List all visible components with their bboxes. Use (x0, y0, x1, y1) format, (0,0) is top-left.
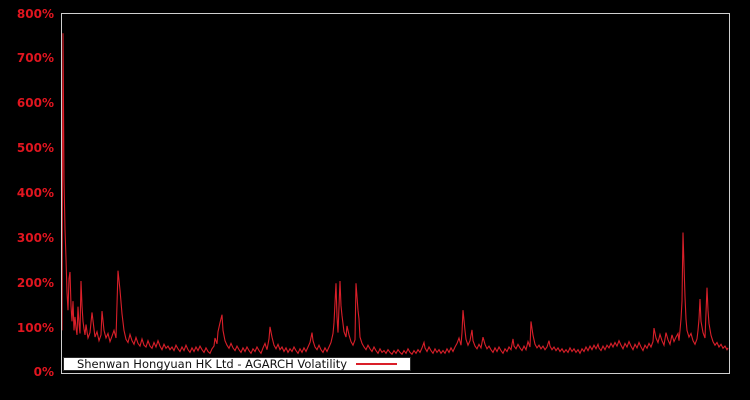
y-tick-label-100: 100% (16, 321, 54, 335)
legend-label: Shenwan Hongyuan HK Ltd - AGARCH Volatil… (76, 357, 348, 371)
y-tick-label-300: 300% (16, 231, 54, 245)
legend: Shenwan Hongyuan HK Ltd - AGARCH Volatil… (63, 357, 411, 371)
legend-line-sample-icon (356, 363, 398, 365)
volatility-series (62, 33, 729, 356)
y-tick-label-200: 200% (16, 276, 54, 290)
plot-area (61, 13, 730, 374)
y-tick-label-400: 400% (16, 186, 54, 200)
y-tick-label-800: 800% (16, 7, 54, 21)
volatility-line-svg (62, 33, 729, 356)
y-tick-label-600: 600% (16, 96, 54, 110)
y-tick-label-500: 500% (16, 141, 54, 155)
y-tick-label-700: 700% (16, 51, 54, 65)
y-tick-label-0: 0% (33, 365, 54, 379)
